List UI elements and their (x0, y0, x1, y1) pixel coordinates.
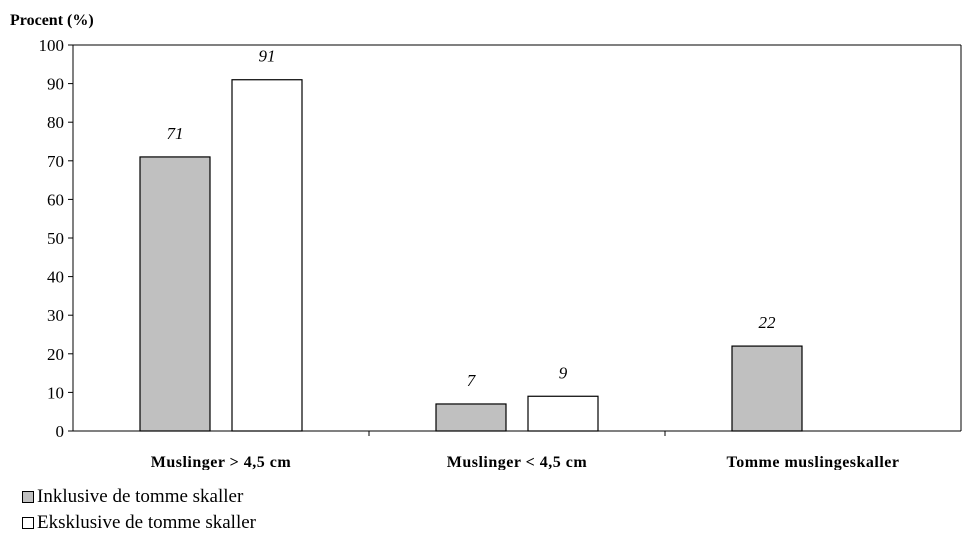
x-category-label: Tomme muslingeskaller (726, 454, 899, 470)
y-tick-label: 80 (47, 113, 64, 132)
y-tick-label: 30 (47, 306, 64, 325)
y-tick-label: 20 (47, 345, 64, 364)
y-tick-label: 50 (47, 229, 64, 248)
x-category-label: Muslinger > 4,5 cm (151, 454, 292, 470)
bar (527, 395, 599, 432)
bar-chart: 0 10 20 30 40 50 60 70 80 90 100 71 91 Muslinger > 4,… (39, 36, 962, 470)
x-category-label: Muslinger < 4,5 cm (447, 454, 588, 470)
y-tick-label: 40 (47, 268, 64, 287)
y-tick-label: 10 (47, 383, 64, 402)
legend-label-inklusive: Inklusive de tomme skaller (37, 486, 244, 507)
y-tick-label: 90 (47, 75, 64, 94)
bar (435, 403, 507, 432)
y-tick-label: 70 (47, 152, 64, 171)
data-label: 7 (467, 371, 477, 390)
y-tick-label: 100 (39, 36, 65, 55)
y-tick-label: 0 (56, 422, 65, 441)
legend-item-inklusive: Inklusive de tomme skaller (22, 486, 243, 508)
data-label: 71 (167, 124, 184, 143)
data-label: 91 (259, 47, 276, 66)
legend-item-eksklusive: Eksklusive de tomme skaller (22, 512, 256, 534)
y-axis-title: Procent (%) (10, 12, 94, 29)
bar (231, 79, 303, 432)
data-label: 22 (759, 313, 777, 332)
legend-label-eksklusive: Eksklusive de tomme skaller (37, 512, 256, 533)
legend-swatch-eksklusive (22, 517, 34, 529)
y-tick-label: 60 (47, 190, 64, 209)
bar (139, 156, 211, 432)
legend-swatch-inklusive (22, 491, 34, 503)
data-label: 9 (559, 363, 568, 382)
bar (731, 345, 803, 432)
